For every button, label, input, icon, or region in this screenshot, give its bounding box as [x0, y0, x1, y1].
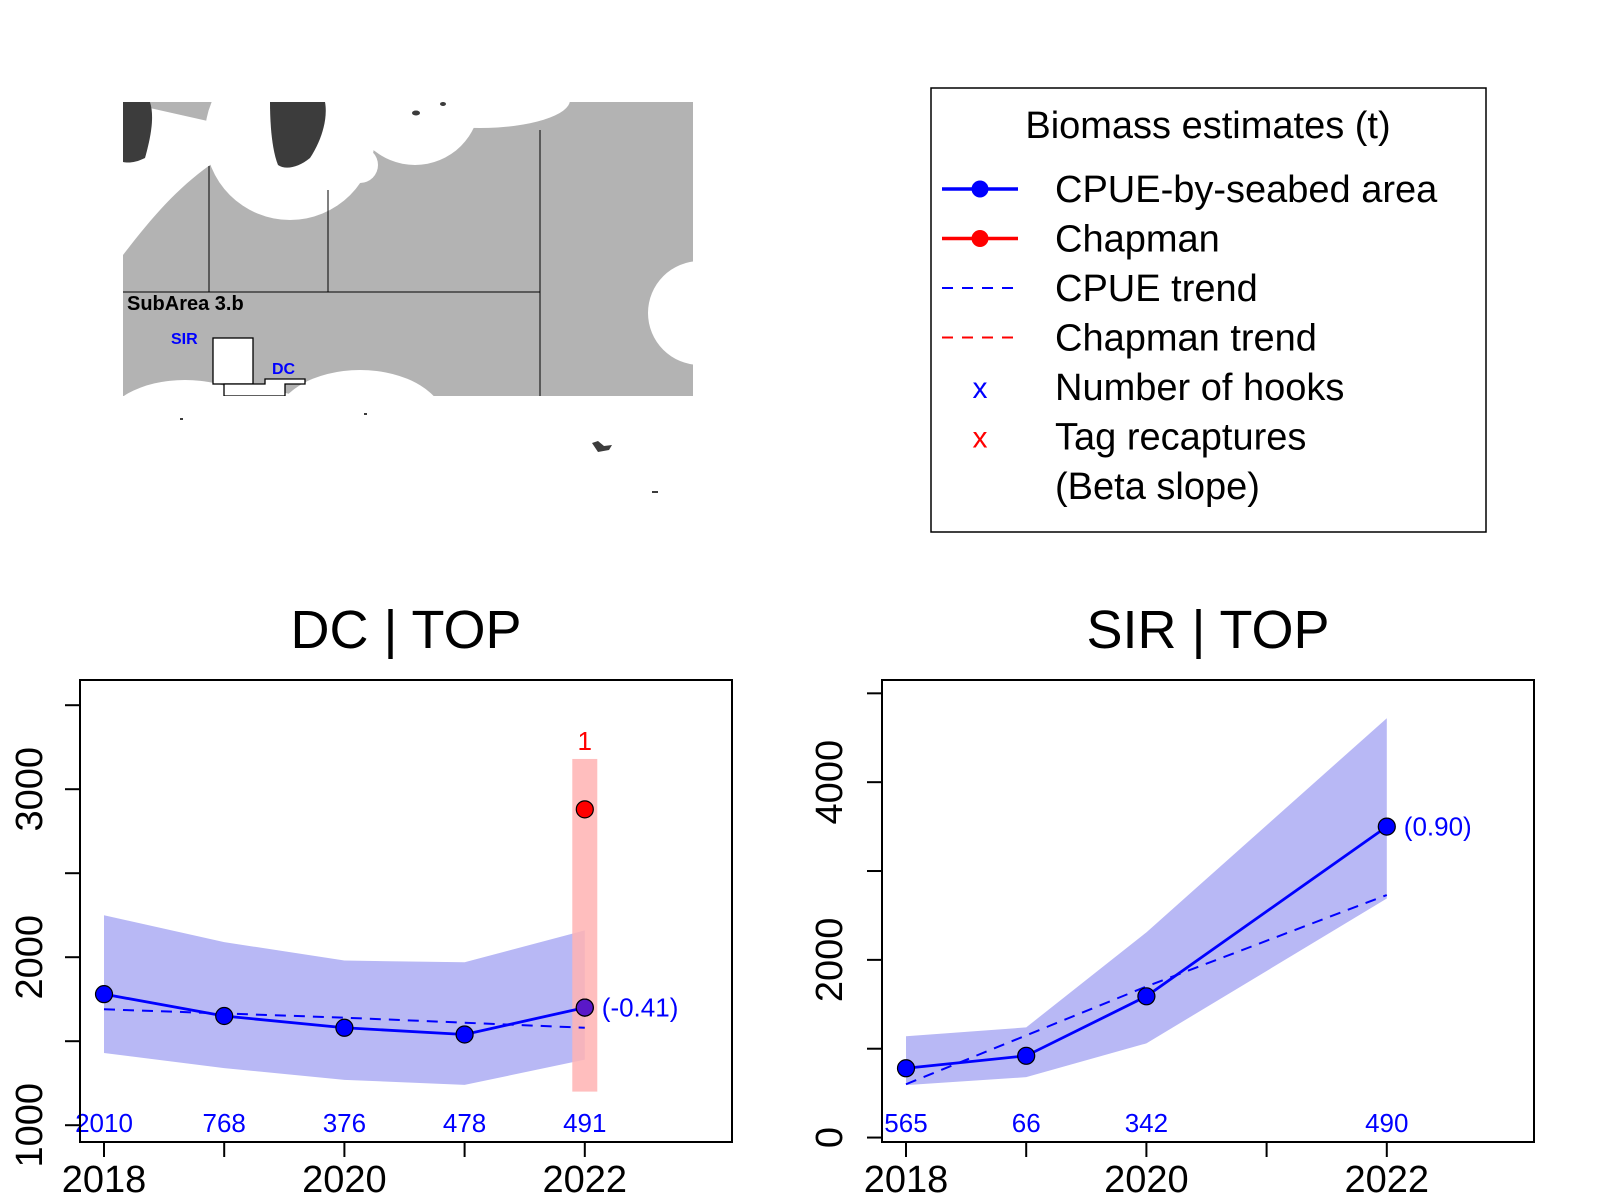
plot-frame [79, 679, 733, 1143]
y-tick-label: 1000 [9, 1083, 51, 1168]
x-tick-label: 2020 [302, 1159, 387, 1200]
x-tick-label: 2018 [864, 1159, 949, 1200]
cpue-series-line [905, 825, 1388, 1070]
map-small-islands [180, 413, 658, 493]
y-tick-label: 4000 [809, 740, 851, 825]
chapman-point [575, 800, 594, 819]
legend-label: Tag recaptures [1055, 417, 1306, 459]
legend-item: x Number of hooks [973, 367, 1345, 409]
legend-label: Number of hooks [1055, 367, 1344, 409]
chart-dc-top: DC | TOP 1 (-0.41) 2010 768 376 478 491 2018 2020… [9, 600, 733, 1200]
legend-point-swatch [971, 180, 989, 198]
cpue-point [1137, 987, 1156, 1006]
hooks-count-label: 342 [1125, 1108, 1168, 1138]
legend-x-swatch: x [973, 372, 988, 405]
map-land [123, 102, 446, 168]
map-subarea-label: SubArea 3.b [127, 293, 244, 315]
legend-item: CPUE trend [942, 268, 1258, 310]
y-tick-label: 0 [809, 1127, 851, 1148]
x-tick-label: 2018 [62, 1159, 147, 1200]
legend-item: (Beta slope) [1055, 466, 1260, 508]
map-research-blocks [212, 337, 306, 396]
y-tick-label: 2000 [809, 918, 851, 1003]
legend-title: Biomass estimates (t) [1025, 105, 1390, 147]
legend-x-swatch: x [973, 422, 988, 455]
legend-point-swatch [971, 230, 989, 247]
hooks-count-label: 2010 [75, 1108, 133, 1138]
cpue-confidence-band [104, 915, 585, 1085]
beta-slope-label: (0.90) [1404, 812, 1472, 842]
hooks-count-label: 478 [443, 1108, 486, 1138]
chart-sir-top: SIR | TOP (0.90) 565 66 342 490 2018 2020 2022 0 2… [809, 600, 1535, 1200]
legend-item: Chapman trend [942, 318, 1317, 360]
legend-item: x Tag recaptures [973, 417, 1307, 459]
cpue-point [335, 1018, 354, 1037]
legend-label: CPUE trend [1055, 268, 1258, 310]
legend-label: Chapman trend [1055, 318, 1317, 360]
chart-title: DC | TOP [290, 600, 521, 660]
chart-title: SIR | TOP [1086, 600, 1329, 660]
legend: Biomass estimates (t) CPUE-by-seabed are… [930, 87, 1487, 533]
legend-label: CPUE-by-seabed area [1055, 169, 1438, 211]
map-panel: SubArea 3.b SIR DC [123, 102, 693, 493]
plot-frame [881, 679, 1535, 1143]
cpue-confidence-band [906, 718, 1387, 1086]
y-tick-label: 3000 [9, 747, 51, 832]
hooks-count-label: 565 [884, 1108, 927, 1138]
hooks-count-label: 376 [323, 1108, 366, 1138]
cpue-point [896, 1059, 916, 1078]
map-sir-label: SIR [171, 331, 198, 348]
legend-label: (Beta slope) [1055, 466, 1260, 508]
legend-item: Chapman [942, 219, 1220, 261]
cpue-point [215, 1006, 234, 1026]
hooks-count-label: 768 [203, 1108, 246, 1138]
legend-item: CPUE-by-seabed area [942, 169, 1438, 211]
cpue-point-overlap [575, 998, 594, 1017]
y-tick-label: 2000 [9, 915, 51, 1000]
cpue-point [455, 1025, 474, 1044]
x-tick-label: 2020 [1104, 1159, 1189, 1200]
cpue-trend-line [905, 894, 1388, 1086]
hooks-count-label: 66 [1012, 1108, 1041, 1138]
map-dc-label: DC [272, 361, 296, 378]
cpue-point [1017, 1046, 1036, 1065]
cpue-point [1377, 817, 1396, 836]
map-ice-zones [123, 102, 693, 396]
x-tick-label: 2022 [543, 1159, 628, 1200]
map-boundaries [123, 130, 541, 396]
legend-label: Chapman [1055, 219, 1220, 261]
hooks-count-label: 490 [1365, 1108, 1408, 1138]
x-tick-label: 2022 [1345, 1159, 1430, 1200]
cpue-point [94, 985, 114, 1004]
legend-box [930, 87, 1487, 533]
hooks-count-label: 491 [563, 1108, 606, 1138]
tag-recaptures-label: 1 [578, 726, 592, 756]
beta-slope-label: (-0.41) [602, 993, 679, 1023]
